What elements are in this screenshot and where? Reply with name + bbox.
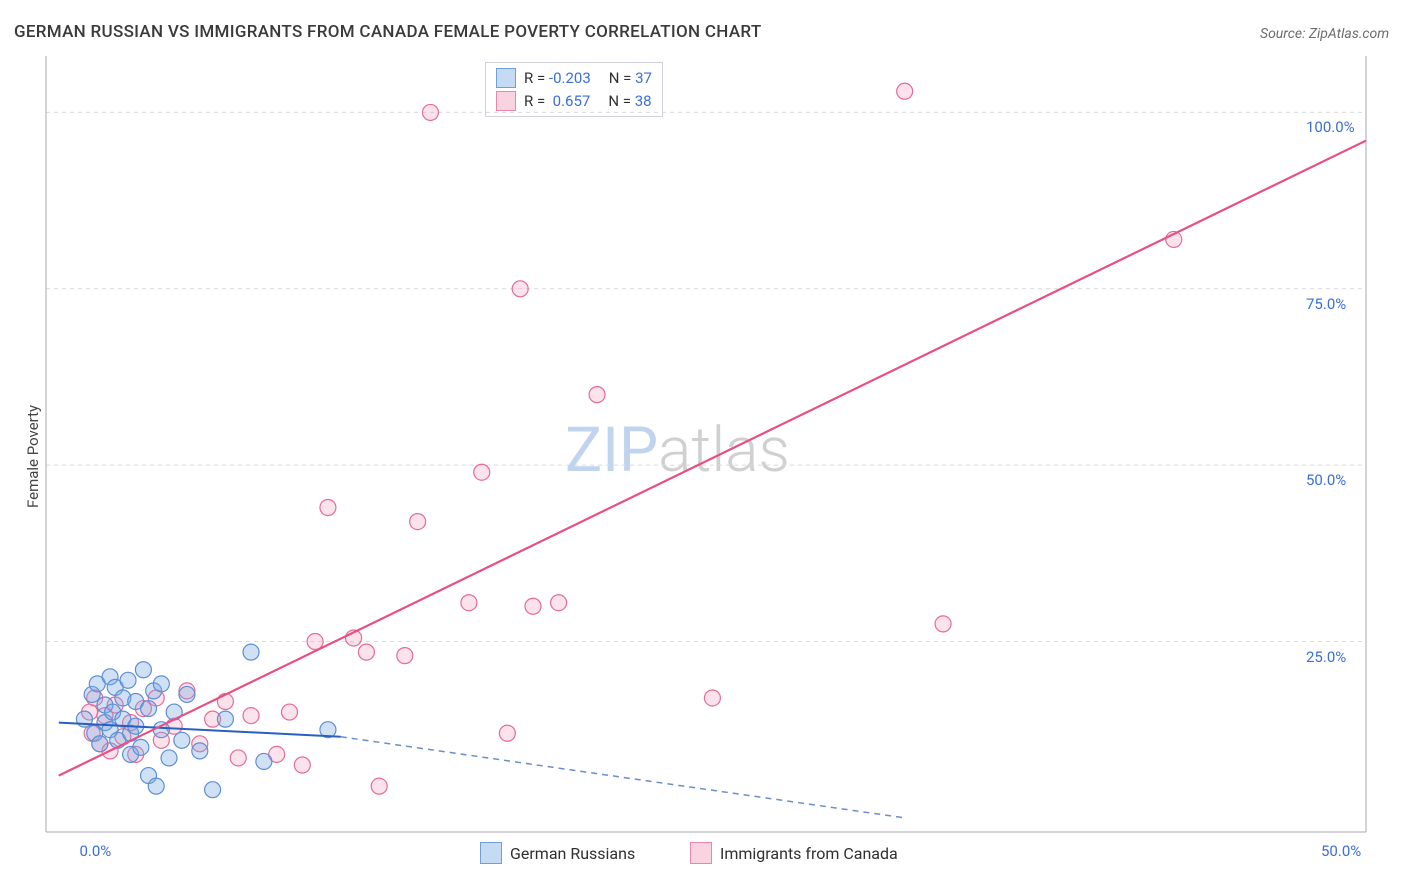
bottom-legend-2: Immigrants from Canada bbox=[690, 842, 898, 864]
series-1-name: German Russians bbox=[510, 844, 635, 863]
series-2-name: Immigrants from Canada bbox=[720, 844, 898, 863]
bottom-legend-1: German Russians bbox=[480, 842, 635, 864]
chart-title: GERMAN RUSSIAN VS IMMIGRANTS FROM CANADA… bbox=[14, 22, 761, 42]
swatch-series-2-bottom bbox=[690, 842, 712, 864]
x-tick-label: 50.0% bbox=[1321, 842, 1361, 860]
y-tick-label: 75.0% bbox=[1306, 295, 1346, 313]
y-tick-label: 100.0% bbox=[1306, 118, 1355, 136]
y-tick-label: 25.0% bbox=[1306, 648, 1346, 666]
y-tick-label: 50.0% bbox=[1306, 471, 1346, 489]
scatter-plot bbox=[46, 56, 1366, 832]
source-text: Source: ZipAtlas.com bbox=[1260, 26, 1389, 42]
x-tick-label: 0.0% bbox=[79, 842, 111, 860]
swatch-series-1-bottom bbox=[480, 842, 502, 864]
y-axis-label: Female Poverty bbox=[24, 405, 42, 508]
